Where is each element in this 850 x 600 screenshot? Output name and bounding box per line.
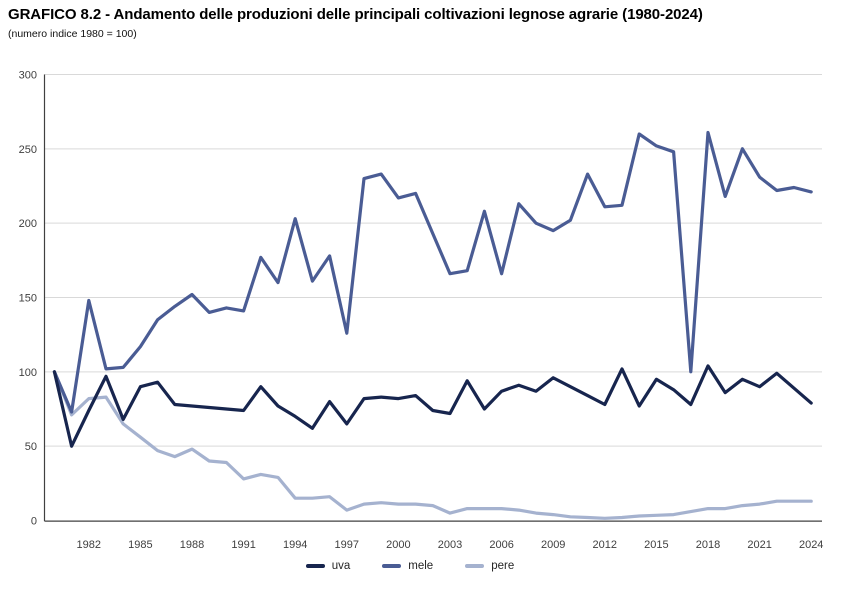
x-tick-label-2012: 2012 [593,539,617,551]
x-tick-label-1994: 1994 [283,539,307,551]
x-tick-label-2003: 2003 [438,539,462,551]
legend-label: uva [331,560,351,572]
x-tick-label-2015: 2015 [644,539,668,551]
y-tick-label-50: 50 [25,441,37,453]
x-tick-label-1985: 1985 [128,539,152,551]
chart-title: GRAFICO 8.2 - Andamento delle produzioni… [8,6,703,23]
y-tick-label-150: 150 [19,293,37,305]
y-tick-label-250: 250 [19,144,37,156]
y-tick-label-100: 100 [19,367,37,379]
legend-item-mele: mele [382,560,433,572]
legend-label: pere [491,560,515,572]
x-tick-label-2009: 2009 [541,539,565,551]
legend-swatch-mele [382,563,402,569]
y-tick-label-0: 0 [31,516,37,528]
x-tick-label-1991: 1991 [231,539,255,551]
x-tick-label-2024: 2024 [799,539,823,551]
x-tick-label-1988: 1988 [180,539,204,551]
x-tick-label-2018: 2018 [696,539,720,551]
pere-line [52,370,813,520]
x-tick-label-2000: 2000 [386,539,410,551]
x-tick-label-1982: 1982 [77,539,101,551]
chart-subtitle: (numero indice 1980 = 100) [8,28,137,40]
x-tick-label-1997: 1997 [335,539,359,551]
legend-swatch-uva [305,563,325,569]
x-tick-label-2006: 2006 [489,539,513,551]
x-tick-label-2021: 2021 [747,539,771,551]
uva-line [52,364,813,448]
y-tick-label-200: 200 [19,218,37,230]
chart-legend: uva mele pere [0,560,820,572]
legend-item-pere: pere [465,560,514,572]
legend-swatch-pere [465,563,485,569]
legend-item-uva: uva [305,560,351,572]
mele-line [52,130,813,414]
y-tick-label-300: 300 [19,70,37,82]
legend-label: mele [408,560,434,572]
